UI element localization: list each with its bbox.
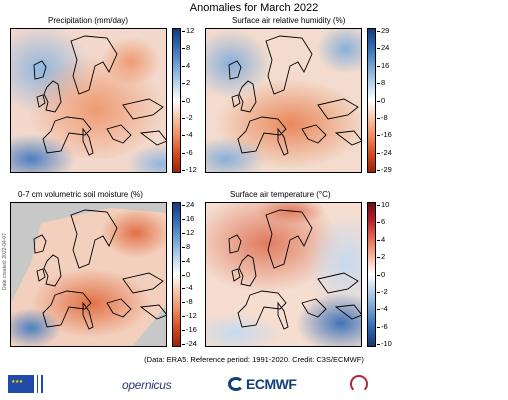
tick-label: -24 xyxy=(377,147,392,157)
tick-label: 0 xyxy=(376,269,386,279)
ecmwf-swirl-icon xyxy=(228,377,244,391)
figure-title: Anomalies for March 2022 xyxy=(189,2,319,14)
panel-title-soil-moisture: 0-7 cm volumetric soil moisture (%) xyxy=(18,190,143,199)
tick-label: 29 xyxy=(376,25,390,35)
tick-label: -12 xyxy=(182,311,197,321)
tick-label: 4 xyxy=(181,255,191,265)
tick-label: 10 xyxy=(376,199,390,209)
tick-label: 0 xyxy=(181,95,191,105)
panel-title-precipitation: Precipitation (mm/day) xyxy=(48,16,129,25)
colorbar-ticks-soil-moisture: 24 16 12 8 4 0 -4 -8 -12 -16 -24 xyxy=(181,199,206,349)
tick-label: 4 xyxy=(376,234,386,244)
tick-label: 8 xyxy=(181,241,191,251)
ecmwf-wordmark: ECMWF xyxy=(246,376,297,392)
tick-label: 4 xyxy=(181,60,191,70)
tick-label: 24 xyxy=(376,43,390,53)
map-soil-moisture[interactable] xyxy=(10,202,167,347)
tick-label: 16 xyxy=(376,60,390,70)
date-created-note: Date created: 2022-04-07 xyxy=(2,233,8,290)
colorbar-temperature xyxy=(367,202,376,347)
eu-flag-icon xyxy=(8,375,34,393)
tick-label: 24 xyxy=(181,199,195,209)
ecmwf-logo: ECMWF xyxy=(228,372,297,396)
tick-label: 0 xyxy=(181,269,191,279)
tick-label: -10 xyxy=(377,339,392,349)
tick-label: -29 xyxy=(377,165,392,175)
colorbar-humidity xyxy=(367,28,376,173)
tick-label: 2 xyxy=(376,252,386,262)
map-humidity[interactable] xyxy=(205,28,362,173)
tick-label: -6 xyxy=(182,147,193,157)
tick-label: 8 xyxy=(181,43,191,53)
data-credit: (Data: ERA5. Reference period: 1991-2020… xyxy=(144,355,364,364)
tick-label: 16 xyxy=(181,213,195,223)
tick-label: -8 xyxy=(377,112,388,122)
colorbar-ticks-humidity: 29 24 16 8 0 -8 -16 -24 -29 xyxy=(376,25,401,175)
tick-label: 2 xyxy=(181,78,191,88)
tick-label: 12 xyxy=(181,25,195,35)
tick-label: -12 xyxy=(182,165,197,175)
tick-label: -4 xyxy=(182,283,193,293)
colorbar-precipitation xyxy=(172,28,181,173)
panel-title-humidity: Surface air relative humidity (%) xyxy=(232,16,346,25)
tick-label: -24 xyxy=(182,339,197,349)
panel-title-temperature: Surface air temperature (°C) xyxy=(230,190,331,199)
map-temperature[interactable] xyxy=(205,202,362,347)
colorbar-ticks-precipitation: 12 8 4 2 0 -2 -4 -6 -12 xyxy=(181,25,206,175)
tick-label: -8 xyxy=(182,297,193,307)
tick-label: -4 xyxy=(377,304,388,314)
logo-separator xyxy=(37,375,38,393)
eu-text-mark xyxy=(41,375,51,393)
tick-label: -16 xyxy=(182,325,197,335)
tick-label: -6 xyxy=(377,321,388,331)
tick-label: 0 xyxy=(376,95,386,105)
tick-label: 12 xyxy=(181,227,195,237)
copernicus-wordmark: opernicus xyxy=(122,378,172,392)
copernicus-logo: opernicus xyxy=(122,372,172,396)
colorbar-soil-moisture xyxy=(172,202,181,347)
tick-label: -2 xyxy=(377,286,388,296)
tick-label: -4 xyxy=(182,130,193,140)
tick-label: -16 xyxy=(377,130,392,140)
c3s-circle-icon xyxy=(350,375,368,393)
tick-label: 6 xyxy=(376,217,386,227)
c3s-logo xyxy=(350,372,370,396)
map-precipitation[interactable] xyxy=(10,28,167,173)
eu-logo xyxy=(8,372,51,396)
colorbar-ticks-temperature: 10 6 4 2 0 -2 -4 -6 -10 xyxy=(376,199,401,349)
tick-label: 8 xyxy=(376,78,386,88)
tick-label: -2 xyxy=(182,112,193,122)
